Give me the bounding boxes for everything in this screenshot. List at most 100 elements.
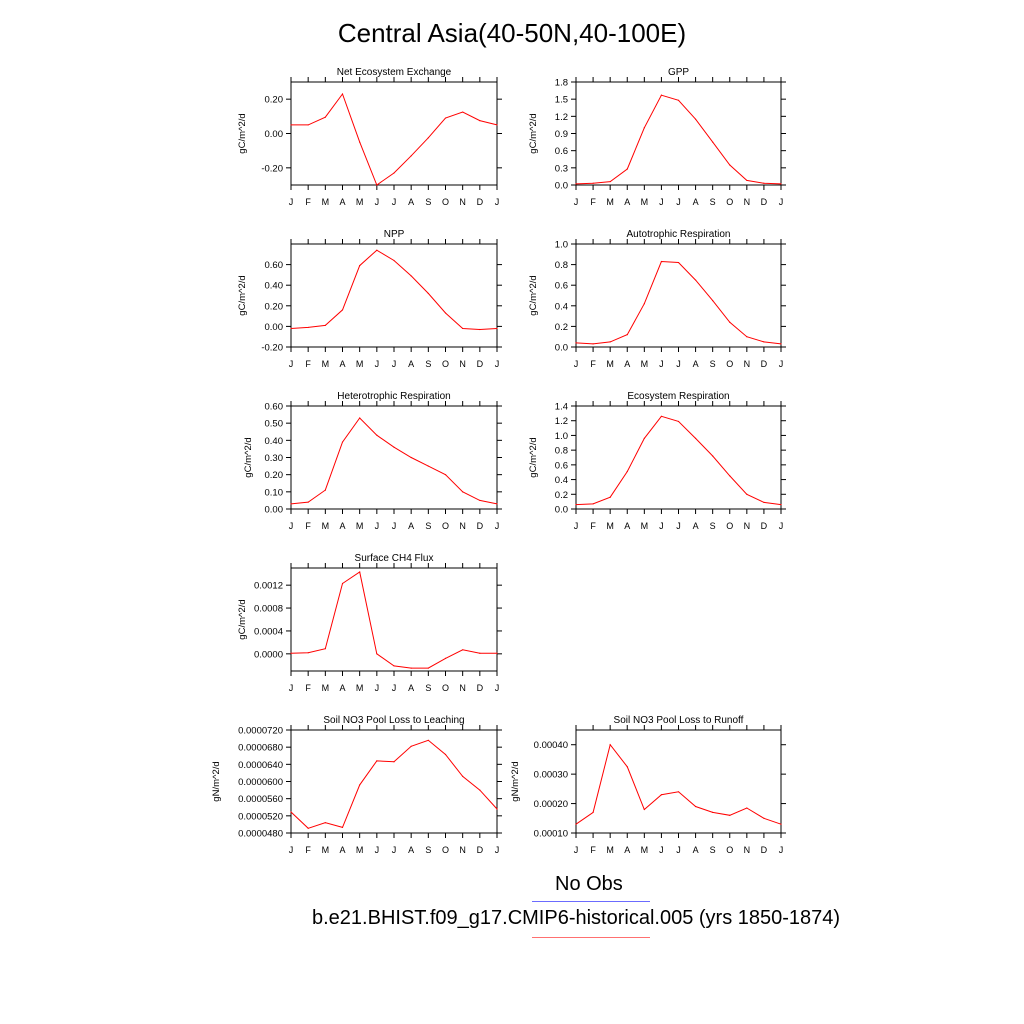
series-line: [290, 739, 498, 829]
data-point: [575, 342, 577, 344]
data-point: [712, 141, 714, 143]
y-axis-label: gC/m^2/d: [528, 113, 539, 153]
plot-frame: [290, 729, 498, 834]
data-point: [359, 417, 361, 419]
x-tick-label: D: [477, 683, 484, 693]
data-point: [341, 441, 344, 443]
y-tick-label: 0.60: [265, 402, 284, 413]
data-point: [444, 312, 447, 314]
x-tick-label: F: [305, 359, 311, 369]
x-tick-label: N: [744, 521, 751, 531]
plot-frame: [290, 243, 498, 348]
y-tick-label: 0.0008: [254, 604, 283, 615]
data-point: [592, 811, 594, 814]
data-point: [376, 653, 378, 655]
x-tick-label: O: [726, 359, 733, 369]
x-tick-label: J: [375, 683, 380, 693]
x-tick-label: F: [305, 521, 311, 531]
x-tick-label: S: [425, 683, 431, 693]
x-tick-label: A: [693, 197, 699, 207]
data-point: [575, 823, 577, 825]
y-tick-label: 0.4: [555, 475, 568, 486]
data-point: [746, 493, 748, 495]
data-point: [496, 124, 498, 126]
x-tick-label: F: [305, 197, 311, 207]
x-tick-label: J: [779, 521, 784, 531]
data-point: [341, 309, 344, 311]
x-tick-label: M: [322, 521, 330, 531]
data-point: [427, 667, 429, 669]
y-axis-label: gC/m^2/d: [237, 275, 248, 315]
x-tick-label: M: [322, 683, 330, 693]
series-line: [575, 415, 782, 506]
data-point: [729, 164, 731, 166]
x-tick-label: F: [590, 521, 596, 531]
y-tick-label: 1.2: [555, 112, 568, 123]
data-point: [643, 437, 645, 439]
data-point: [660, 94, 663, 96]
y-tick-label: 0.3: [555, 163, 568, 174]
x-tick-label: M: [356, 683, 364, 693]
x-tick-label: M: [606, 845, 614, 855]
x-tick-label: M: [641, 845, 649, 855]
data-point: [780, 343, 782, 345]
y-tick-label: 0.4: [555, 301, 568, 312]
x-tick-label: N: [459, 359, 466, 369]
data-point: [496, 808, 498, 810]
data-point: [763, 501, 765, 503]
data-point: [746, 336, 748, 338]
x-tick-label: M: [606, 521, 614, 531]
y-tick-label: -0.20: [261, 343, 283, 354]
y-tick-label: 0.00: [265, 322, 284, 333]
y-axis-label: gC/m^2/d: [237, 599, 248, 639]
y-tick-label: 0.20: [265, 470, 284, 481]
x-tick-label: A: [624, 845, 630, 855]
x-tick-label: J: [779, 845, 784, 855]
y-tick-label: 0.0000600: [238, 777, 283, 788]
data-point: [427, 137, 429, 139]
data-point: [341, 826, 344, 829]
data-point: [462, 327, 464, 330]
data-point: [712, 300, 714, 302]
x-tick-label: S: [425, 521, 431, 531]
x-tick-label: A: [339, 845, 345, 855]
x-tick-label: S: [710, 359, 716, 369]
data-point: [410, 275, 412, 277]
data-point: [712, 455, 714, 457]
x-tick-label: J: [659, 197, 664, 207]
data-point: [341, 93, 344, 95]
y-tick-label: 0.0: [555, 505, 568, 516]
x-tick-label: A: [693, 359, 699, 369]
data-point: [324, 116, 326, 118]
data-point: [307, 326, 309, 329]
data-point: [376, 249, 378, 251]
x-tick-label: F: [590, 359, 596, 369]
series-line: [290, 249, 498, 331]
data-point: [592, 182, 594, 184]
plot-frame: [575, 729, 782, 834]
x-tick-label: O: [442, 359, 449, 369]
data-point: [780, 503, 782, 506]
data-point: [496, 503, 498, 505]
x-tick-label: J: [495, 683, 500, 693]
x-tick-label: A: [693, 845, 699, 855]
data-point: [359, 784, 361, 786]
series-line: [575, 743, 782, 825]
x-tick-label: N: [744, 197, 751, 207]
y-tick-label: 0.8: [555, 446, 568, 457]
x-tick-label: F: [305, 845, 311, 855]
data-point: [479, 789, 481, 791]
data-point: [660, 415, 663, 417]
x-tick-label: D: [477, 521, 484, 531]
x-tick-label: D: [477, 845, 484, 855]
x-tick-label: J: [375, 197, 380, 207]
x-tick-label: M: [322, 197, 330, 207]
data-point: [763, 341, 765, 343]
panel-title: Surface CH4 Flux: [355, 553, 434, 564]
x-tick-label: J: [676, 197, 681, 207]
data-point: [393, 172, 395, 174]
x-tick-label: M: [606, 197, 614, 207]
x-tick-label: M: [356, 359, 364, 369]
